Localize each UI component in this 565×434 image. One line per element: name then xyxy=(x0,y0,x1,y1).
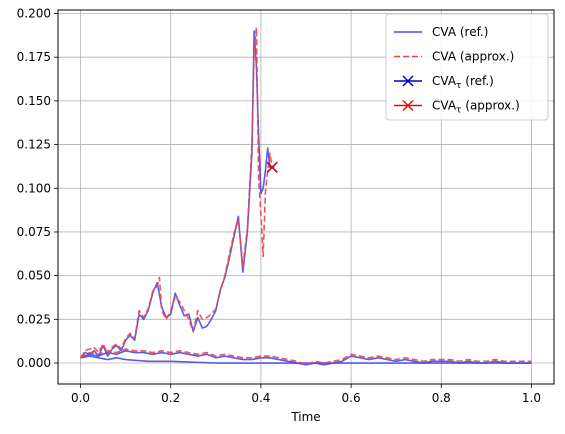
legend-label: CVA (approx.) xyxy=(432,50,514,64)
grid-lines xyxy=(58,10,554,384)
y-tick-label: 0.125 xyxy=(17,138,51,152)
series-line-ref-2 xyxy=(80,355,532,364)
legend-entry: CVA (ref.) xyxy=(394,25,488,39)
x-tick-label: 1.0 xyxy=(522,391,541,405)
legend-box xyxy=(385,13,549,121)
axes-frame xyxy=(57,9,555,385)
series-layer xyxy=(79,26,532,366)
y-tick-label: 0.000 xyxy=(17,356,51,370)
y-axis-ticks: 0.000 0.025 0.050 0.075 0.100 0.125 0.150 0.175… xyxy=(17,6,58,370)
x-tick-label: 0.8 xyxy=(432,391,451,405)
y-tick-label: 0.100 xyxy=(17,181,51,195)
y-tick-label: 0.050 xyxy=(17,269,51,283)
series-line-ref-0 xyxy=(79,30,275,359)
legend-entry: CVAτ (ref.) xyxy=(394,74,494,91)
legend-label: CVA (ref.) xyxy=(432,25,488,39)
x-tick-label: 0.4 xyxy=(251,391,270,405)
y-tick-label: 0.175 xyxy=(17,50,51,64)
legend-label: CVAτ (ref.) xyxy=(432,74,494,91)
legend-entry: CVAτ (approx.) xyxy=(394,99,520,116)
legend-label: CVAτ (approx.) xyxy=(432,99,520,116)
y-tick-label: 0.200 xyxy=(17,6,51,20)
x-tick-label: 0.2 xyxy=(161,391,180,405)
legend: CVA (ref.) CVA (approx.) CVAτ (ref.) CVAτ (… xyxy=(385,13,549,121)
x-axis-ticks: 0.0 0.2 0.4 0.6 0.8 1.0 xyxy=(71,384,541,405)
point-marker-tau_approx xyxy=(266,161,278,173)
x-axis-label: Time xyxy=(290,410,320,424)
x-tick-label: 0.0 xyxy=(71,391,90,405)
legend-entry: CVA (approx.) xyxy=(394,50,514,64)
series-line-approx-0 xyxy=(79,26,273,359)
legend-x-marker-icon xyxy=(402,75,414,87)
y-tick-label: 0.075 xyxy=(17,225,51,239)
legend-x-marker-icon xyxy=(402,99,414,112)
y-tick-label: 0.025 xyxy=(17,312,51,326)
y-tick-label: 0.150 xyxy=(17,94,51,108)
x-tick-label: 0.6 xyxy=(342,391,361,405)
